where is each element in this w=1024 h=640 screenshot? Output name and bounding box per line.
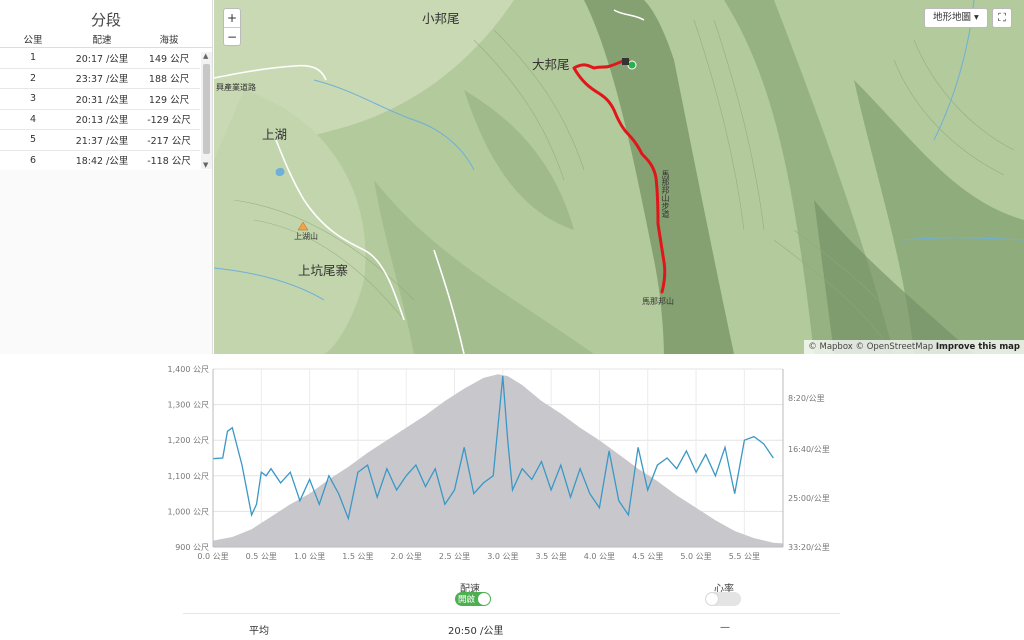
x-tick-label: 4.5 公里 [632, 552, 663, 561]
hr-toggle-label: 心率 [714, 584, 734, 595]
terrain-map[interactable]: 小邦尾 大邦尾 上湖 上湖山 上坑尾寨 馬那邦山 興產業道路 馬那邦山步道 + … [214, 0, 1024, 354]
header-km: 公里 [23, 34, 43, 46]
table-row: 5 21:37 /公里 -217 公尺 [0, 130, 200, 151]
scroll-down-icon[interactable]: ▼ [203, 161, 209, 169]
split-elev: 149 公尺 [148, 53, 190, 65]
split-km: 5 [29, 134, 37, 146]
y-left-tick-label: 900 公尺 [175, 543, 209, 552]
average-pace: 20:50 /公里 [448, 626, 504, 637]
split-km: 6 [29, 154, 37, 166]
scroll-thumb[interactable] [203, 64, 210, 154]
caret-down-icon: ▾ [974, 12, 979, 23]
map-type-label: 地形地圖 [933, 12, 972, 23]
y-right-tick-label: 25:00/公里 [788, 494, 830, 503]
improve-map-link[interactable]: Improve this map [935, 342, 1020, 352]
split-elev: -118 公尺 [147, 156, 191, 168]
place-dabangwei: 大邦尾 [532, 57, 570, 72]
start-marker [627, 60, 637, 70]
splits-header: 公里 配速 海拔 [0, 30, 212, 48]
y-right-tick-label: 8:20/公里 [788, 394, 825, 403]
x-tick-label: 1.0 公里 [294, 552, 325, 561]
table-row: 6 18:42 /公里 -118 公尺 [0, 151, 200, 171]
average-label: 平均 [249, 626, 269, 637]
pace-toggle-state: 開啟 [458, 595, 476, 605]
fullscreen-icon: ⛶ [998, 11, 1006, 24]
x-tick-label: 0.0 公里 [197, 552, 228, 561]
split-km: 1 [29, 52, 37, 64]
mapbox-link[interactable]: © Mapbox [808, 342, 853, 352]
split-km: 2 [29, 72, 37, 84]
split-pace: 18:42 /公里 [75, 156, 129, 168]
split-pace: 23:37 /公里 [75, 74, 129, 86]
y-right-tick-label: 33:20/公里 [788, 543, 830, 552]
table-row: 2 23:37 /公里 188 公尺 [0, 69, 200, 89]
map-attribution: © Mapbox © OpenStreetMap Improve this ma… [804, 340, 1024, 354]
x-tick-label: 3.0 公里 [487, 552, 518, 561]
y-left-tick-label: 1,300 公尺 [168, 401, 209, 410]
header-pace: 配速 [92, 34, 112, 46]
x-tick-label: 3.5 公里 [536, 552, 567, 561]
pace-toggle[interactable]: 開啟 [455, 592, 491, 606]
split-km: 4 [29, 113, 37, 125]
splits-list: 1 20:17 /公里 149 公尺 2 23:37 /公里 188 公尺 3 … [0, 48, 212, 171]
peak-icon [297, 221, 309, 231]
zoom-out-button[interactable]: − [224, 27, 240, 45]
split-pace: 20:17 /公里 [75, 53, 129, 65]
splits-scrollbar[interactable]: ▲ ▼ [201, 52, 212, 169]
place-shangkengweizhai: 上坑尾寨 [298, 263, 349, 278]
map-type-dropdown[interactable]: 地形地圖 ▾ [924, 8, 988, 28]
table-row: 3 20:31 /公里 129 公尺 [0, 89, 200, 110]
finish-flag-icon [622, 58, 629, 65]
pace-toggle-label: 配速 [460, 584, 480, 595]
split-pace: 20:13 /公里 [75, 115, 129, 127]
table-row: 4 20:13 /公里 -129 公尺 [0, 110, 200, 130]
map-canvas [214, 0, 1024, 354]
splits-empty-area [0, 170, 212, 354]
pace-line [212, 376, 774, 521]
place-mabangbangshan: 馬那邦山 [642, 297, 674, 306]
y-left-tick-label: 1,400 公尺 [168, 365, 209, 374]
split-km: 3 [29, 93, 37, 105]
scroll-up-icon[interactable]: ▲ [203, 52, 209, 60]
x-tick-label: 4.0 公里 [584, 552, 615, 561]
hr-toggle[interactable] [705, 592, 741, 606]
x-tick-label: 2.5 公里 [439, 552, 470, 561]
y-left-tick-label: 1,100 公尺 [168, 472, 209, 481]
hr-toggle-knob [706, 593, 718, 605]
x-tick-label: 0.5 公里 [246, 552, 277, 561]
elevation-area [213, 374, 783, 547]
elevation-pace-chart[interactable]: 900 公尺 1,000 公尺 1,100 公尺 1,200 公尺 1,300 公尺 1,… [0, 355, 1024, 565]
zoom-in-button[interactable]: + [226, 11, 238, 25]
place-trail: 馬那邦山步道 [661, 170, 670, 218]
x-tick-label: 2.0 公里 [391, 552, 422, 561]
split-pace: 21:37 /公里 [75, 135, 129, 147]
place-xiaobangwei: 小邦尾 [422, 11, 460, 26]
x-tick-label: 5.0 公里 [680, 552, 711, 561]
average-row: 平均 20:50 /公里 — [183, 613, 840, 639]
chart-canvas: 900 公尺 1,000 公尺 1,100 公尺 1,200 公尺 1,300 公尺 1,… [168, 365, 830, 561]
splits-title: 分段 [90, 11, 121, 29]
average-hr: — [720, 622, 730, 633]
x-tick-label: 1.5 公里 [342, 552, 373, 561]
x-tick-label: 5.5 公里 [729, 552, 760, 561]
header-elev: 海拔 [159, 34, 179, 46]
place-shanghu: 上湖 [262, 127, 288, 142]
zoom-control: + − [223, 8, 241, 46]
split-pace: 20:31 /公里 [75, 94, 129, 106]
split-elev: 129 公尺 [148, 94, 190, 106]
osm-link[interactable]: © OpenStreetMap [855, 342, 934, 352]
split-elev: 188 公尺 [148, 74, 190, 86]
pace-toggle-knob [478, 593, 490, 605]
place-shanghushan: 上湖山 [294, 232, 318, 241]
y-left-tick-label: 1,000 公尺 [168, 507, 209, 516]
split-elev: -129 公尺 [147, 115, 191, 127]
splits-panel: 分段 公里 配速 海拔 1 20:17 /公里 149 公尺 2 23:37 /… [0, 0, 213, 354]
split-elev: -217 公尺 [147, 135, 191, 147]
fullscreen-button[interactable]: ⛶ [992, 8, 1012, 28]
place-road: 興產業道路 [216, 83, 256, 92]
table-row: 1 20:17 /公里 149 公尺 [0, 48, 200, 69]
y-right-tick-label: 16:40/公里 [788, 445, 830, 454]
y-left-tick-label: 1,200 公尺 [168, 436, 209, 445]
